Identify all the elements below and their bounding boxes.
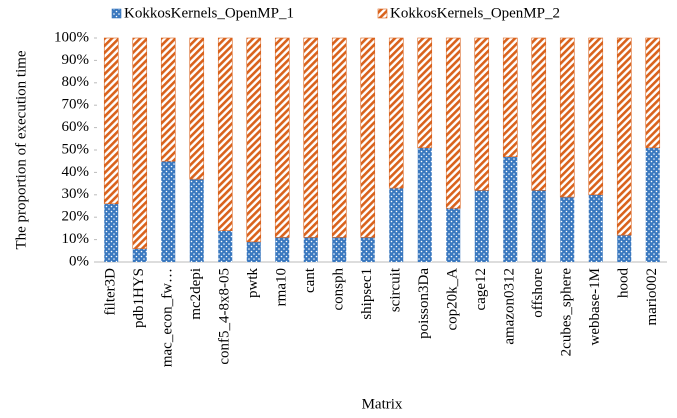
bar-segment [531, 190, 546, 262]
bar-segment [104, 203, 119, 262]
bar-segment [417, 147, 432, 262]
x-tick-label: pwtk [245, 268, 261, 299]
x-tick-label: shipsec1 [359, 268, 375, 320]
y-tick-label: 10% [62, 231, 90, 247]
bar-segment [275, 237, 290, 262]
x-tick-label: 2cubes_sphere [559, 268, 575, 357]
bar-segment [331, 37, 347, 238]
y-tick-label: 20% [62, 209, 90, 225]
x-tick-label: conf5_4-8x8-05 [217, 268, 233, 365]
x-tick-label: consph [331, 268, 347, 311]
y-tick-label: 90% [62, 52, 90, 68]
legend-swatch [111, 8, 122, 19]
bar-segment [559, 37, 575, 198]
bar-segment [531, 37, 547, 191]
bar-segment [360, 237, 375, 262]
legend-label: KokkosKernels_OpenMP_1 [124, 5, 294, 21]
y-tick-label: 60% [62, 119, 90, 135]
y-tick-label: 0% [69, 253, 89, 269]
bar-segment [218, 230, 233, 262]
bar-segment [274, 37, 290, 238]
bar-segment [417, 37, 433, 149]
x-tick-label: poisson3Da [416, 268, 432, 339]
bar-segment [474, 190, 489, 262]
bar-segment [161, 161, 176, 262]
y-tick-label: 40% [62, 164, 90, 180]
bar-segment [160, 37, 176, 162]
legend-swatch [377, 8, 388, 19]
x-tick-label: scircuit [388, 267, 404, 312]
x-tick-label: amazon0312 [502, 268, 518, 345]
bar-segment [503, 156, 518, 262]
x-tick-label: mc2depi [188, 268, 204, 320]
bar-segment [189, 37, 205, 180]
x-tick-label: mac_econ_fw… [160, 268, 176, 367]
bar-segment [560, 197, 575, 262]
bar-segment [246, 37, 262, 243]
bar-segment [645, 147, 660, 262]
y-tick-label: 80% [62, 74, 90, 90]
bar-segment [360, 37, 376, 238]
bar-segment [474, 37, 490, 191]
x-tick-label: offshore [530, 268, 546, 318]
bar-segment [588, 194, 603, 262]
bar-segment [132, 37, 148, 249]
bar-segment [332, 237, 347, 262]
x-tick-label: hood [616, 268, 632, 299]
x-tick-label: cop20k_A [445, 268, 461, 331]
x-tick-label: filter3D [103, 268, 119, 316]
bar-segment [645, 37, 661, 149]
bar-segment [445, 37, 461, 209]
x-tick-label: rma10 [274, 268, 290, 306]
bar-segment [103, 37, 119, 205]
bar-segment [217, 37, 233, 231]
bar-segment [388, 37, 404, 189]
x-tick-label: cant [302, 267, 318, 293]
x-tick-label: mario002 [644, 268, 660, 326]
bar-segment [588, 37, 604, 196]
bar-segment [246, 241, 261, 262]
bar-segment [446, 208, 461, 262]
y-axis-label: The proportion of execution time [13, 50, 29, 249]
y-tick-label: 70% [62, 97, 90, 113]
y-tick-label: 100% [54, 29, 89, 45]
bar-segment [303, 237, 318, 262]
y-tick-label: 30% [62, 186, 90, 202]
bar-segment [303, 37, 319, 238]
bar-segment [502, 37, 518, 158]
x-axis-label: Matrix [362, 396, 403, 412]
bar-segment [616, 37, 632, 236]
x-tick-label: cage12 [473, 268, 489, 310]
x-tick-label: pdb1HYS [131, 268, 147, 328]
y-tick-label: 50% [62, 141, 90, 157]
bar-segment [389, 188, 404, 262]
bar-segment [189, 179, 204, 262]
bar-segment [617, 235, 632, 262]
legend-label: KokkosKernels_OpenMP_2 [390, 5, 560, 21]
bar-segment [132, 248, 147, 262]
x-tick-label: webbase-1M [587, 268, 603, 345]
